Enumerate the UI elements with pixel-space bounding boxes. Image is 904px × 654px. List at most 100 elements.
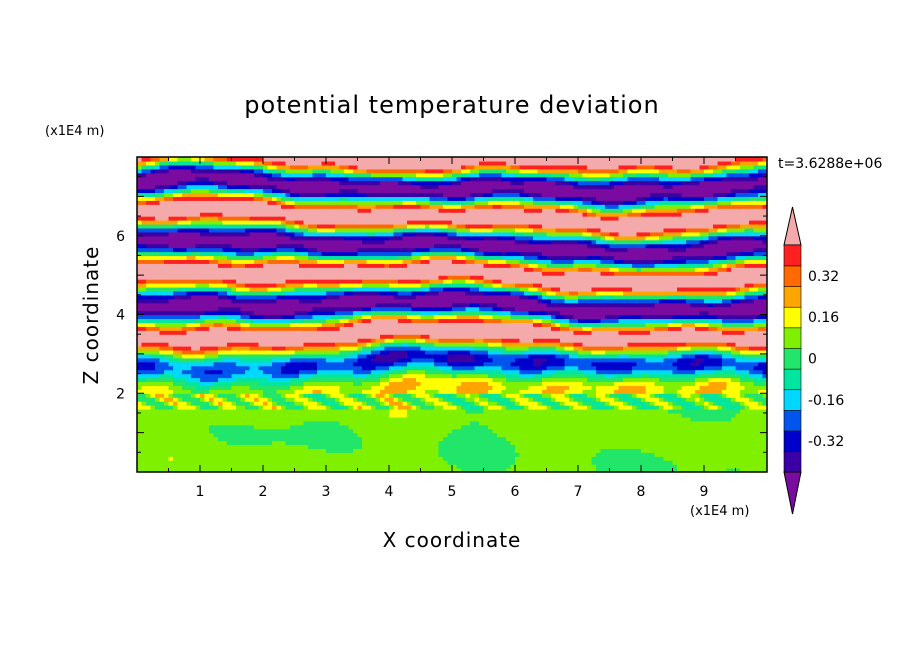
field-cell [506, 385, 512, 390]
field-cell [564, 444, 570, 449]
field-cell [245, 330, 251, 335]
field-cell [659, 416, 665, 422]
field-cell [744, 349, 750, 355]
field-cell [533, 464, 539, 469]
field-cell [654, 464, 660, 469]
field-cell [362, 432, 368, 438]
field-cell [510, 338, 516, 343]
field-cell [209, 405, 215, 410]
field-cell [690, 346, 696, 351]
field-cell [312, 468, 318, 472]
field-cell [155, 440, 161, 446]
field-cell [303, 389, 309, 394]
field-cell [627, 420, 633, 426]
field-cell [177, 334, 183, 339]
field-cell [218, 464, 224, 469]
field-cell [429, 373, 435, 379]
field-cell [551, 401, 557, 406]
field-cell [155, 456, 161, 461]
field-cell [150, 416, 156, 422]
field-cell [587, 464, 593, 469]
field-cell [753, 349, 759, 355]
field-cell [753, 373, 759, 379]
field-cell [479, 401, 485, 406]
field-cell [195, 416, 201, 422]
field-cell [249, 464, 255, 469]
field-cell [605, 373, 611, 379]
field-cell [375, 353, 381, 359]
field-cell [218, 397, 224, 402]
field-cell [474, 338, 480, 343]
field-cell [195, 436, 201, 442]
field-cell [155, 357, 161, 363]
field-cell [213, 349, 219, 355]
field-cell [609, 456, 615, 461]
field-cell [686, 452, 692, 457]
field-cell [542, 468, 548, 472]
field-cell [371, 357, 377, 363]
field-cell [650, 452, 656, 457]
field-cell [654, 436, 660, 442]
field-cell [596, 353, 602, 359]
field-cell [182, 393, 188, 398]
field-cell [740, 338, 746, 343]
field-cell [285, 346, 291, 351]
field-cell [249, 428, 255, 434]
field-cell [519, 377, 525, 383]
field-cell [191, 416, 197, 422]
field-cell [222, 346, 228, 351]
field-cell [398, 456, 404, 461]
field-cell [254, 416, 260, 422]
field-cell [533, 342, 539, 347]
field-cell [276, 334, 282, 339]
field-cell [461, 436, 467, 442]
field-cell [488, 436, 494, 442]
field-cell [312, 373, 318, 379]
field-cell [438, 365, 444, 371]
field-cell [438, 353, 444, 359]
field-cell [411, 444, 417, 449]
field-cell [186, 385, 192, 390]
field-cell [425, 330, 431, 335]
field-cell [614, 397, 620, 402]
field-cell [533, 346, 539, 351]
field-cell [240, 448, 246, 453]
field-cell [141, 420, 147, 426]
field-cell [681, 377, 687, 383]
field-cell [497, 365, 503, 371]
field-cell [564, 412, 570, 418]
field-cell [254, 436, 260, 442]
field-cell [384, 353, 390, 359]
field-cell [614, 373, 620, 379]
field-cell [209, 385, 215, 390]
field-cell [726, 468, 732, 472]
field-cell [245, 444, 251, 449]
field-cell [227, 353, 233, 359]
field-cell [546, 349, 552, 355]
field-cell [312, 389, 318, 394]
field-cell [749, 405, 755, 410]
field-cell [524, 389, 530, 394]
field-cell [717, 448, 723, 453]
field-cell [204, 342, 210, 347]
field-cell [497, 436, 503, 442]
field-cell [497, 393, 503, 398]
field-cell [348, 381, 354, 386]
field-cell [542, 361, 548, 367]
field-cell [564, 405, 570, 410]
field-cell [618, 440, 624, 446]
field-cell [555, 452, 561, 457]
field-cell [452, 342, 458, 347]
field-cell [182, 432, 188, 438]
field-cell [659, 357, 665, 363]
field-cell [758, 373, 764, 379]
field-cell [312, 338, 318, 343]
field-cell [371, 365, 377, 371]
field-cell [258, 393, 264, 398]
field-cell [528, 432, 534, 438]
field-cell [285, 401, 291, 406]
field-cell [677, 357, 683, 363]
field-cell [326, 393, 332, 398]
field-cell [150, 424, 156, 430]
field-cell [290, 412, 296, 418]
